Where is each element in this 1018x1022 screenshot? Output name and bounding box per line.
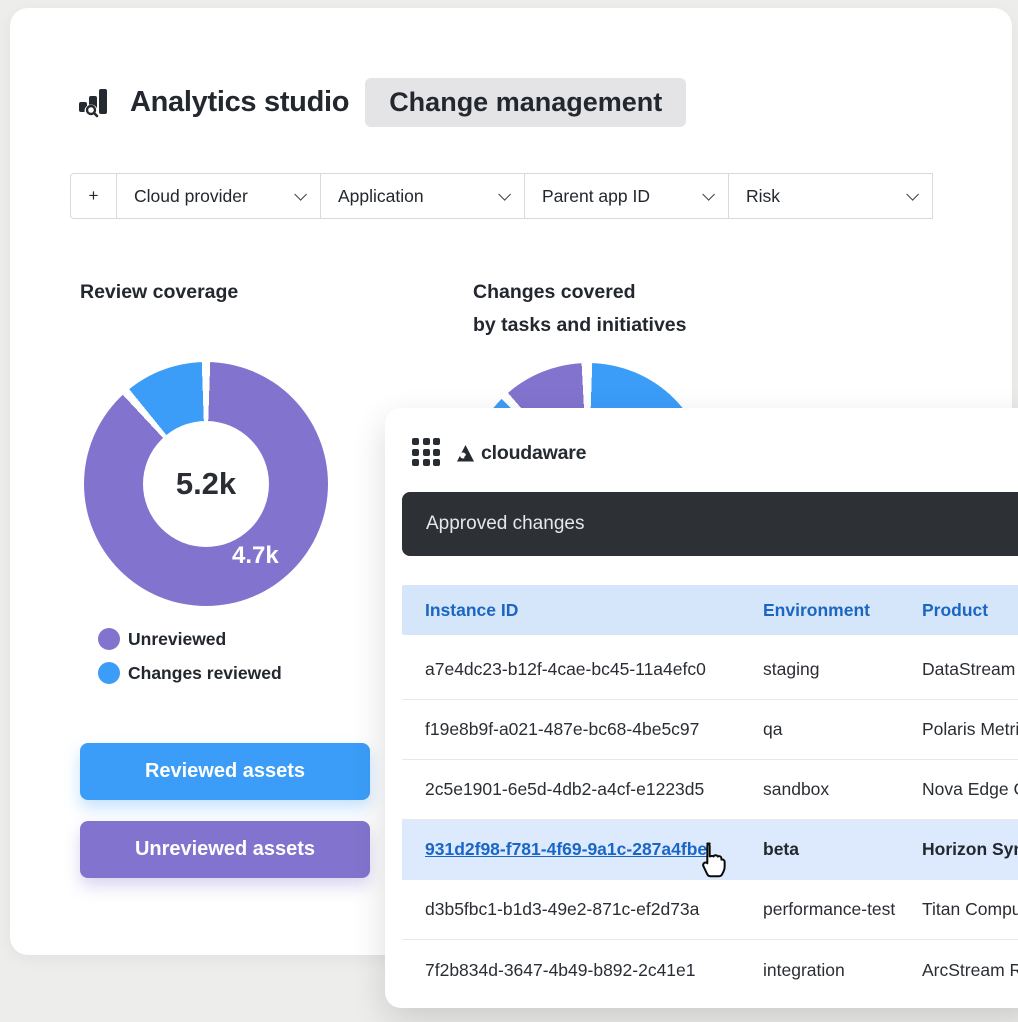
- product-cell: Nova Edge G: [922, 779, 1018, 799]
- table-row[interactable]: d3b5fbc1-b1d3-49e2-871c-ef2d73a performa…: [402, 880, 1018, 940]
- legend-item-changes-reviewed[interactable]: Changes reviewed: [98, 662, 282, 684]
- environment-cell: performance-test: [763, 899, 896, 919]
- page-title: Analytics studio: [130, 86, 350, 118]
- header-environment[interactable]: Environment: [763, 599, 870, 620]
- table-row[interactable]: 2c5e1901-6e5d-4db2-a4cf-e1223d5 sandbox …: [402, 760, 1018, 820]
- cloudaware-logo-icon: [455, 443, 476, 464]
- donut-hole: 5.2k: [143, 421, 269, 547]
- environment-cell: staging: [763, 659, 820, 679]
- environment-cell: integration: [763, 959, 845, 980]
- table-header-row: Instance ID Environment Product: [402, 585, 1018, 635]
- filter-dropdown[interactable]: Cloud provider: [116, 173, 321, 219]
- product-cell: Polaris Metric: [922, 719, 1018, 739]
- environment-cell: beta: [763, 839, 799, 859]
- header-product[interactable]: Product: [922, 599, 989, 620]
- table-row[interactable]: 931d2f98-f781-4f69-9a1c-287a4fbe beta Ho…: [402, 820, 1018, 880]
- chevron-down-icon: [498, 187, 511, 201]
- filter-bar: + Cloud provider Application Parent app …: [70, 173, 933, 219]
- changes-covered-title: Changes covered by tasks and initiatives: [473, 281, 687, 336]
- filter-dropdown[interactable]: Application: [320, 173, 525, 219]
- instance-id-cell[interactable]: d3b5fbc1-b1d3-49e2-871c-ef2d73a: [425, 899, 700, 919]
- product-cell: ArcStream R: [922, 959, 1018, 980]
- table-row[interactable]: f19e8b9f-a021-487e-bc68-4be5c97 qa Polar…: [402, 700, 1018, 760]
- reviewed-assets-button[interactable]: Reviewed assets: [80, 743, 370, 800]
- environment-cell: qa: [763, 719, 783, 739]
- review-coverage-title: Review coverage: [80, 281, 239, 303]
- product-cell: Titan Compu: [922, 899, 1018, 919]
- table-row[interactable]: a7e4dc23-b12f-4cae-bc45-11a4efc0 staging…: [402, 640, 1018, 700]
- approved-changes-table: Instance ID Environment Product a7e4dc23…: [402, 585, 1018, 1000]
- filter-dropdown[interactable]: Parent app ID: [524, 173, 729, 219]
- approved-changes-toolbar: Approved changes: [402, 492, 1018, 556]
- instance-id-cell[interactable]: 7f2b834d-3647-4b49-b892-2c41e1: [425, 959, 696, 980]
- legend-item-unreviewed[interactable]: Unreviewed: [98, 628, 282, 650]
- chart-legend: Unreviewed Changes reviewed: [98, 628, 282, 696]
- instance-id-cell[interactable]: a7e4dc23-b12f-4cae-bc45-11a4efc0: [425, 659, 706, 679]
- table-row[interactable]: 7f2b834d-3647-4b49-b892-2c41e1 integrati…: [402, 940, 1018, 1000]
- chevron-down-icon: [702, 187, 715, 201]
- donut-segment-value: 4.7k: [232, 542, 279, 569]
- legend-dot-purple-icon: [98, 628, 120, 650]
- tab-change-management[interactable]: Change management: [365, 78, 687, 127]
- instance-id-cell[interactable]: 2c5e1901-6e5d-4db2-a4cf-e1223d5: [425, 779, 705, 799]
- instance-id-cell[interactable]: 931d2f98-f781-4f69-9a1c-287a4fbe: [425, 839, 708, 859]
- chevron-down-icon: [906, 187, 919, 201]
- table-body: a7e4dc23-b12f-4cae-bc45-11a4efc0 staging…: [402, 640, 1018, 1000]
- legend-dot-blue-icon: [98, 662, 120, 684]
- analytics-chart-search-icon: [76, 83, 116, 123]
- chevron-down-icon: [294, 187, 307, 201]
- cloudaware-panel: cloudaware Approved changes Instance ID …: [385, 408, 1018, 1008]
- product-cell: Horizon Syn: [922, 839, 1018, 859]
- review-coverage-donut: 4.7k 5.2k: [84, 362, 328, 606]
- app-launcher-grid-icon[interactable]: [412, 438, 440, 466]
- cloudaware-brand: cloudaware: [455, 438, 586, 468]
- toolbar-title: Approved changes: [426, 513, 585, 534]
- unreviewed-assets-button[interactable]: Unreviewed assets: [80, 821, 370, 878]
- donut-center-value: 5.2k: [175, 466, 237, 501]
- add-filter-button[interactable]: +: [70, 173, 117, 219]
- brand-name: cloudaware: [481, 441, 587, 464]
- header-instance-id[interactable]: Instance ID: [425, 599, 519, 620]
- app-header: Analytics studio Change management: [76, 78, 687, 127]
- environment-cell: sandbox: [763, 779, 830, 799]
- instance-id-cell[interactable]: f19e8b9f-a021-487e-bc68-4be5c97: [425, 719, 700, 739]
- filter-dropdown[interactable]: Risk: [728, 173, 933, 219]
- product-cell: DataStream C: [922, 659, 1018, 679]
